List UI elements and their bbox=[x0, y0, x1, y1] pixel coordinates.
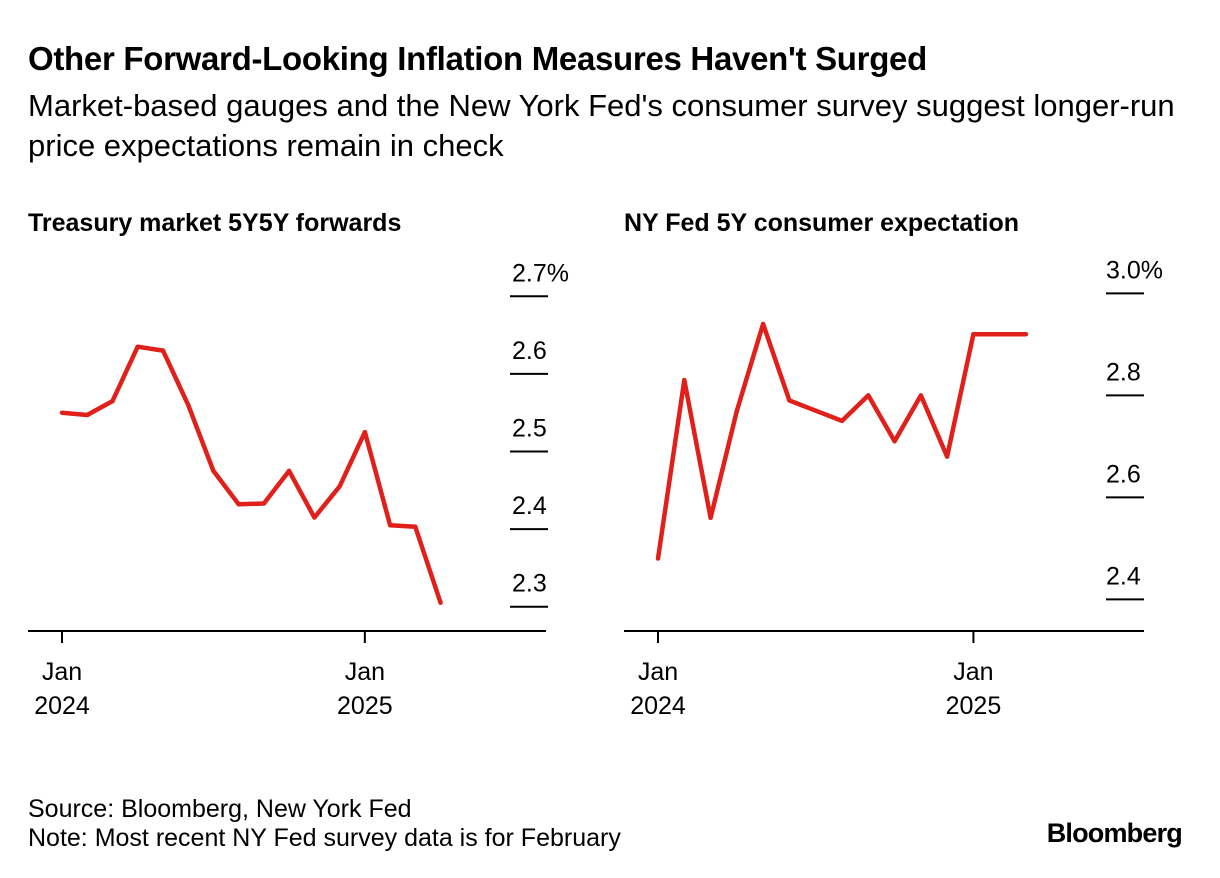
data-point bbox=[312, 515, 317, 520]
data-point bbox=[337, 484, 342, 489]
data-point bbox=[734, 408, 740, 413]
data-point bbox=[1023, 332, 1029, 337]
data-point bbox=[839, 418, 845, 424]
data-point bbox=[413, 524, 418, 529]
data-point bbox=[813, 408, 818, 413]
data-point bbox=[110, 398, 115, 404]
y-tick-label: 2.6 bbox=[512, 337, 547, 365]
y-tick-label: 2.4 bbox=[512, 492, 547, 520]
data-point bbox=[362, 429, 368, 435]
data-point bbox=[787, 398, 792, 403]
y-tick-label: 2.8 bbox=[1106, 358, 1141, 386]
x-tick-label-year: 2025 bbox=[946, 692, 1002, 720]
x-tick-label-year: 2025 bbox=[337, 692, 393, 720]
y-tick-label: 2.6 bbox=[1106, 460, 1141, 488]
panel-treasury-5y5y: Treasury market 5Y5Y forwards 2.3 2.4 2.5 2.… bbox=[28, 209, 569, 720]
data-point bbox=[997, 332, 1002, 337]
x-tick-label-month: Jan bbox=[42, 658, 82, 686]
x-tick-label-year: 2024 bbox=[630, 692, 686, 720]
data-point bbox=[892, 439, 897, 444]
data-point bbox=[211, 468, 216, 474]
data-point bbox=[135, 344, 140, 349]
data-point bbox=[708, 515, 713, 520]
data-point bbox=[286, 468, 292, 474]
data-point bbox=[682, 377, 687, 383]
data-point bbox=[944, 454, 950, 459]
data-point bbox=[160, 348, 166, 353]
y-tick-label: 2.4 bbox=[1106, 562, 1141, 590]
data-point bbox=[438, 600, 443, 606]
x-tick-label-month: Jan bbox=[638, 658, 678, 686]
data-point bbox=[261, 501, 267, 506]
data-point bbox=[236, 502, 241, 507]
panel-title: NY Fed 5Y consumer expectation bbox=[624, 209, 1019, 237]
data-point bbox=[971, 332, 976, 337]
data-point bbox=[185, 402, 191, 408]
chart-subtitle: Market-based gauges and the New York Fed… bbox=[28, 88, 1175, 163]
y-tick-label: 3.0% bbox=[1106, 256, 1163, 284]
data-point bbox=[59, 410, 65, 415]
series-line bbox=[61, 344, 443, 604]
data-point bbox=[85, 412, 90, 418]
chart-title: Other Forward-Looking Inflation Measures… bbox=[28, 40, 927, 77]
x-tick-label-month: Jan bbox=[345, 658, 385, 686]
panel-title: Treasury market 5Y5Y forwards bbox=[28, 209, 401, 237]
y-tick-label: 2.3 bbox=[512, 570, 547, 598]
y-tick-label: 2.5 bbox=[512, 415, 547, 443]
bloomberg-logo: Bloomberg bbox=[1046, 818, 1183, 848]
data-point bbox=[866, 393, 871, 398]
y-tick-label: 2.7% bbox=[512, 259, 569, 287]
x-tick-label-month: Jan bbox=[953, 658, 993, 686]
data-point bbox=[760, 321, 766, 327]
data-point bbox=[655, 556, 661, 561]
x-tick-label-year: 2024 bbox=[34, 692, 90, 720]
source-note: Source: Bloomberg, New York Fed bbox=[28, 795, 412, 823]
data-point bbox=[387, 523, 393, 528]
series-line bbox=[655, 321, 1026, 559]
data-note: Note: Most recent NY Fed survey data is … bbox=[28, 824, 621, 852]
panel-ny-fed-5y-expectation: NY Fed 5Y consumer expectation 2.4 2.6 2.8 3… bbox=[624, 209, 1163, 720]
data-point bbox=[918, 393, 924, 398]
